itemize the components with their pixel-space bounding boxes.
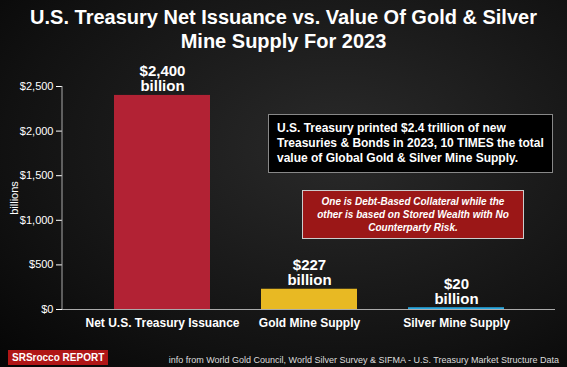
- html-text:One is Debt-Based Collateral w: One is Debt-Based Collateral while the o…: [317, 196, 509, 233]
- svg-text:Net U.S. Treasury Issuance: Net U.S. Treasury Issuance: [85, 316, 239, 330]
- svg-text:Silver Mine Supply: Silver Mine Supply: [403, 316, 510, 330]
- svg-text:$20billion: $20billion: [434, 275, 478, 307]
- html-text:info from World Gold Council,: info from World Gold Council, World Silv…: [168, 355, 559, 365]
- svg-text:billions: billions: [8, 181, 20, 215]
- svg-text:Gold Mine Supply: Gold Mine Supply: [259, 316, 361, 330]
- html-text:U.S. Treasury printed $2.4 tri: U.S. Treasury printed $2.4 trillion of n…: [277, 121, 544, 165]
- svg-text:$2,400billion: $2,400billion: [140, 62, 186, 94]
- svg-text:$1,500: $1,500: [20, 169, 54, 181]
- svg-text:$2,000: $2,000: [20, 125, 54, 137]
- svg-text:$2,500: $2,500: [20, 80, 54, 92]
- html-text:SRSrocco REPORT: SRSrocco REPORT: [12, 352, 105, 363]
- svg-text:$0: $0: [41, 303, 53, 315]
- svg-text:$500: $500: [29, 258, 53, 270]
- svg-text:$1,000: $1,000: [20, 214, 54, 226]
- svg-text:$227billion: $227billion: [287, 256, 331, 288]
- html-text:U.S. Treasury Net Issuance vs.: U.S. Treasury Net Issuance vs. Value Of …: [30, 6, 537, 52]
